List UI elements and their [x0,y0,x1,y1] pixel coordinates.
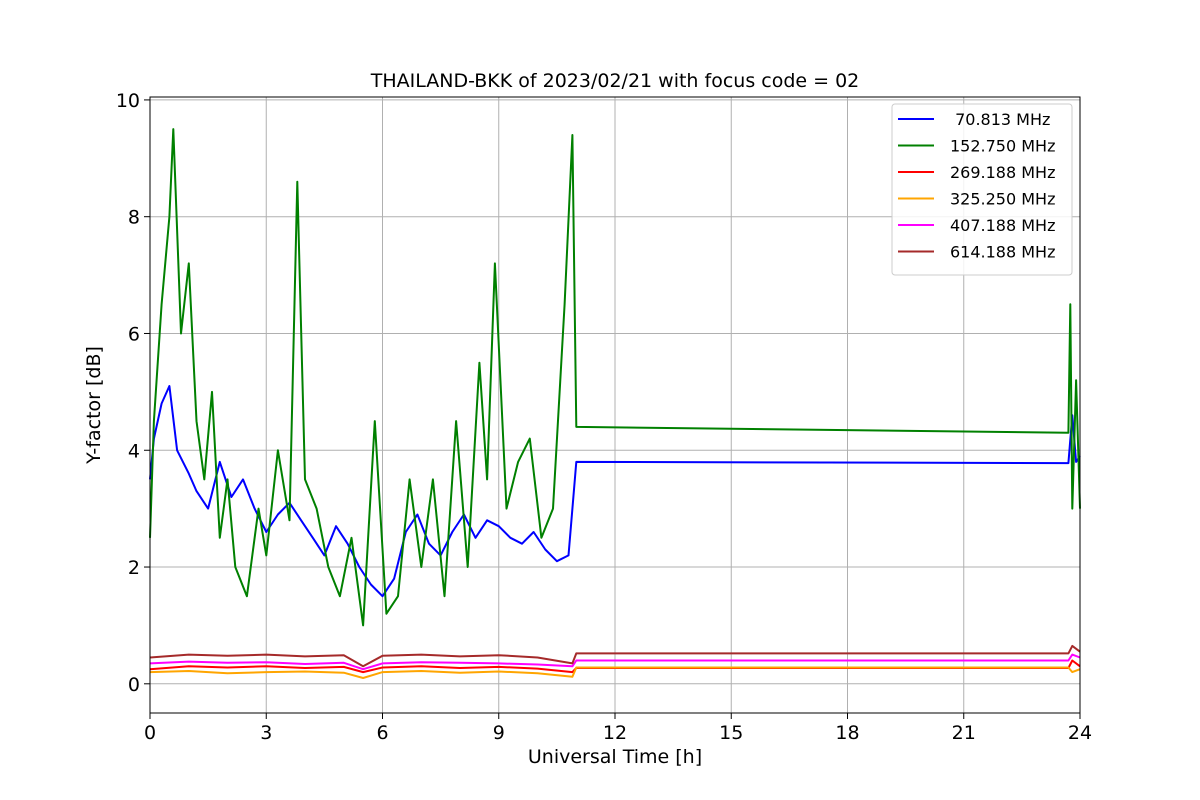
legend-label: 70.813 MHz [950,110,1050,129]
x-tick-label: 9 [493,722,505,744]
y-tick-label: 6 [128,323,140,345]
legend-label: 269.188 MHz [950,163,1055,182]
series-line-3 [149,666,1081,679]
x-axis-label: Universal Time [h] [528,746,702,768]
x-tick-label: 21 [952,722,976,744]
y-tick-label: 10 [116,90,140,112]
legend-label: 325.250 MHz [950,190,1055,209]
legend: 70.813 MHz 152.750 MHz 269.188 MHz 325.250 … [891,103,1073,276]
y-tick-label: 4 [128,440,140,462]
series-line-1 [149,128,1081,627]
series-lines [149,128,1081,679]
legend-box [891,103,1073,276]
legend-label: 152.750 MHz [950,137,1055,156]
x-tick-label: 6 [376,722,388,744]
x-tick-label: 3 [260,722,272,744]
y-tick-label: 0 [128,674,140,696]
y-axis-label: Y-factor [dB] [83,346,105,465]
x-tick-label: 24 [1068,722,1092,744]
series-line-0 [149,385,1081,598]
x-tick-label: 18 [835,722,859,744]
series-line-5 [149,644,1081,668]
series-line-4 [149,653,1081,671]
x-tick-label: 12 [603,722,627,744]
y-tick-label: 2 [128,557,140,579]
y-tick-label: 8 [128,207,140,229]
x-tick-label: 15 [719,722,743,744]
legend-label: 407.188 MHz [950,216,1055,235]
chart-title: THAILAND-BKK of 2023/02/21 with focus co… [370,70,860,92]
x-tick-label: 0 [144,722,156,744]
legend-label: 614.188 MHz [950,243,1055,262]
